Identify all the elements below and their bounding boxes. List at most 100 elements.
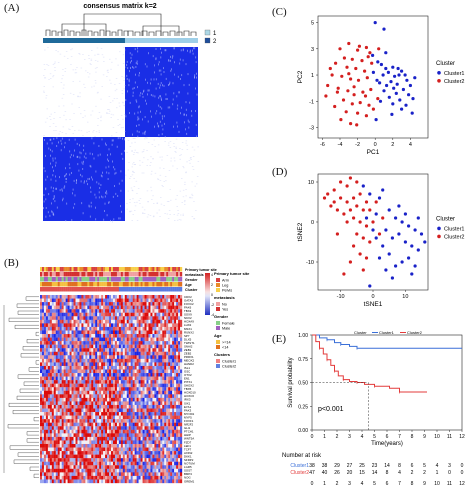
legend-title: Cluster: [436, 216, 455, 222]
track-cell: [116, 272, 120, 277]
track-cell: [41, 287, 45, 292]
track-cell: [116, 277, 120, 282]
track-cell: [71, 282, 74, 287]
track-cell: [144, 282, 147, 287]
data-point: [390, 112, 394, 116]
track-cell: [67, 287, 70, 292]
track-cell: [109, 287, 112, 292]
data-point: [400, 220, 404, 224]
track-cell: [69, 282, 72, 287]
data-point: [356, 48, 360, 52]
track-cell: [107, 272, 110, 277]
track-cell: [67, 282, 70, 287]
track-cell: [99, 277, 102, 282]
consensus-matrix-title: consensus matrix k=2: [83, 3, 156, 10]
y-tick-label: 1: [311, 73, 314, 79]
panel-c: (C) -6 -4 -2 0 2 4 -3 -1 1 3 5 PC1 PC2 Cluster Cluster…: [260, 0, 474, 160]
data-point: [385, 83, 389, 88]
track-cell: [75, 277, 78, 282]
track-cell: [73, 282, 76, 287]
track-cell: [112, 267, 116, 272]
track-cell: [166, 272, 169, 277]
track-cell: [79, 287, 82, 292]
risk-value: 0: [461, 470, 464, 476]
track-cell: [83, 287, 86, 292]
track-cell: [77, 267, 80, 272]
track-cell: [71, 272, 74, 277]
track-cell: [63, 267, 66, 272]
legend-label: Cluster2: [407, 330, 423, 335]
risk-value: 47: [309, 470, 315, 476]
track-cell: [168, 287, 171, 292]
data-point: [324, 94, 328, 98]
data-point: [356, 78, 361, 82]
track-cell: [136, 282, 139, 287]
y-tick-label: -3: [309, 126, 314, 132]
track-cell: [73, 267, 76, 272]
gene-label: PRRX1: [184, 355, 194, 359]
data-point: [326, 192, 330, 196]
legend-item: Cluster1: [222, 360, 236, 364]
data-point: [413, 228, 417, 232]
track-cell: [69, 287, 72, 292]
track-cell: [130, 277, 133, 282]
track-cell: [174, 267, 177, 272]
track-cell: [49, 267, 53, 272]
track-cell: [55, 287, 58, 292]
track-cell: [122, 277, 125, 282]
x-tick-label: 2: [391, 142, 394, 148]
track-cell: [118, 282, 122, 287]
track-cell: [138, 267, 141, 272]
x-tick-label: -6: [320, 142, 325, 148]
data-point: [386, 70, 390, 74]
track-cell: [116, 287, 120, 292]
track-cell: [67, 267, 70, 272]
track-cell: [67, 277, 70, 282]
gene-label: NKX2: [184, 316, 192, 320]
data-point: [389, 80, 393, 84]
track-cell: [83, 277, 86, 282]
track-cell: [146, 267, 149, 272]
track-cell: [51, 272, 54, 277]
risk-value: 15: [359, 470, 365, 476]
data-point: [349, 77, 353, 81]
risk-x-tick: 3: [348, 481, 351, 487]
track-cell: [87, 277, 90, 282]
track-cell: [160, 267, 163, 272]
track-cell: [51, 282, 54, 287]
track-cell: [57, 272, 60, 277]
data-point: [387, 252, 391, 256]
track-cell: [69, 267, 72, 272]
data-point: [375, 78, 379, 82]
legend-item: Arm: [222, 279, 229, 283]
track-cell: [63, 272, 66, 277]
risk-value: 8: [386, 470, 389, 476]
track-cell: [83, 282, 86, 287]
legend-item: Cluster2: [222, 365, 236, 369]
data-point: [361, 90, 365, 94]
track-cell: [93, 282, 96, 287]
x-tick-label: -4: [338, 142, 343, 148]
legend-title-clusters: Clusters: [214, 352, 231, 357]
track-cell: [138, 287, 141, 292]
gene-label: IRX3: [184, 398, 191, 402]
gene-label: SOST: [184, 469, 192, 473]
track-cell: [59, 282, 62, 287]
data-point: [371, 53, 375, 58]
track-cell: [81, 287, 84, 292]
y-tick-label: 0.25: [298, 404, 308, 410]
track-cell: [47, 277, 51, 282]
data-point: [371, 70, 375, 74]
y-tick-label: 0.50: [298, 381, 308, 387]
data-point: [391, 102, 395, 106]
track-cell: [170, 277, 173, 282]
gene-label: EYA1: [184, 405, 192, 409]
risk-x-tick: 0: [311, 481, 314, 487]
legend-item: Male: [222, 327, 230, 331]
track-cell: [103, 282, 106, 287]
gene-label: SFRP2: [184, 458, 194, 462]
track-cell: [148, 287, 151, 292]
track-cell: [85, 267, 88, 272]
track-cell: [120, 272, 124, 277]
track-cell: [122, 282, 125, 287]
